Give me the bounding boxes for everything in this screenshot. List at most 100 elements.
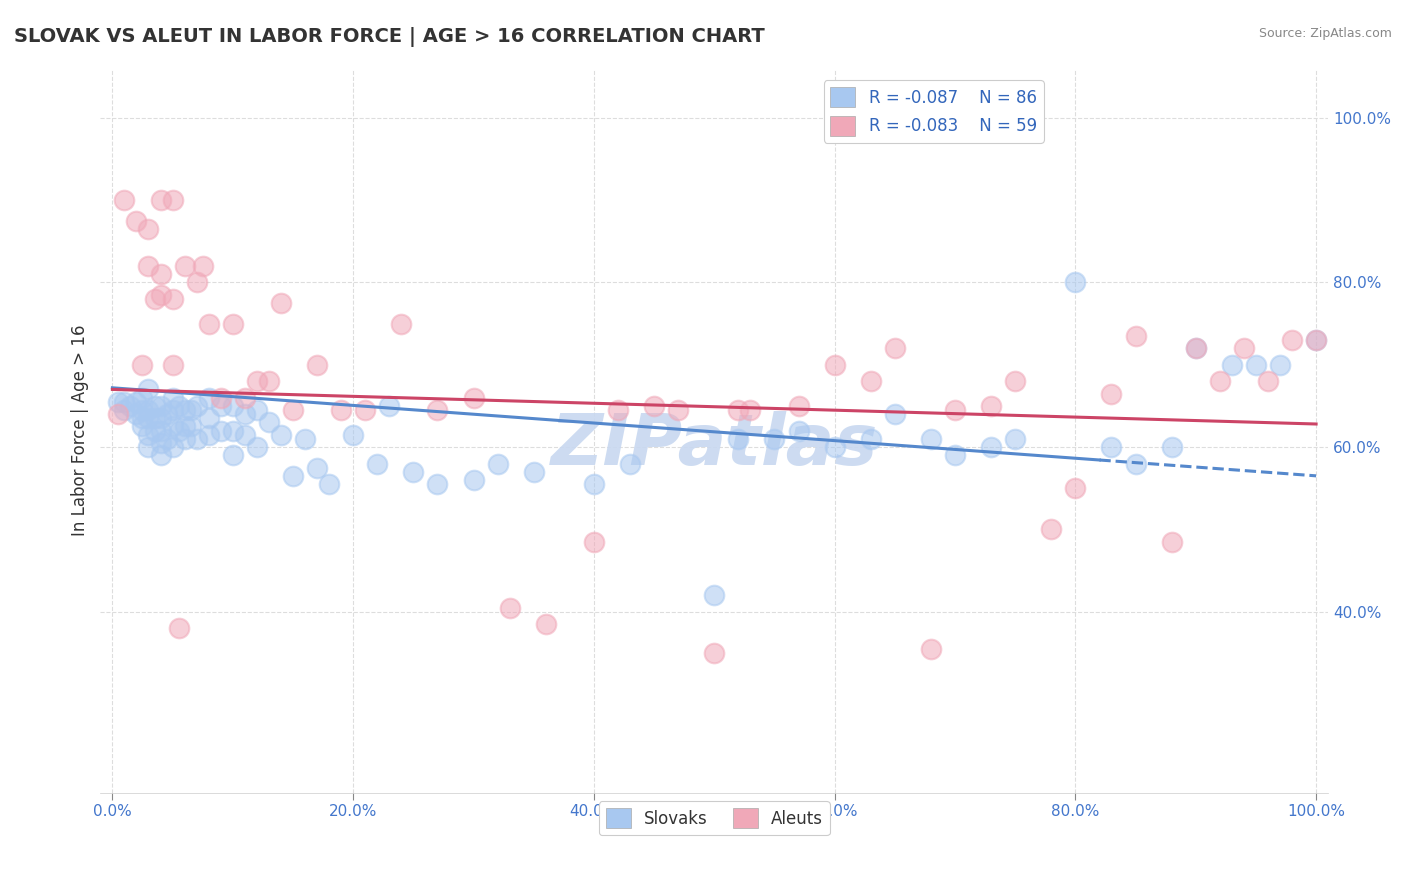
Point	[389, 317, 412, 331]
Point	[463, 473, 485, 487]
Point	[180, 403, 202, 417]
Point	[209, 424, 232, 438]
Point	[980, 440, 1002, 454]
Point	[1281, 333, 1303, 347]
Point	[186, 432, 208, 446]
Point	[149, 424, 172, 438]
Point	[162, 403, 184, 417]
Point	[209, 399, 232, 413]
Point	[1040, 522, 1063, 536]
Point	[138, 427, 160, 442]
Point	[1233, 341, 1256, 355]
Point	[197, 391, 219, 405]
Point	[162, 193, 184, 207]
Point	[131, 411, 153, 425]
Point	[112, 403, 135, 417]
Point	[366, 457, 388, 471]
Point	[257, 415, 280, 429]
Point	[294, 432, 316, 446]
Point	[787, 399, 810, 413]
Point	[666, 403, 689, 417]
Point	[222, 399, 245, 413]
Point	[883, 341, 905, 355]
Point	[943, 448, 966, 462]
Point	[1160, 440, 1182, 454]
Point	[167, 399, 190, 413]
Point	[498, 600, 520, 615]
Point	[222, 317, 245, 331]
Point	[426, 477, 449, 491]
Point	[173, 419, 195, 434]
Point	[131, 391, 153, 405]
Point	[318, 477, 340, 491]
Point	[143, 292, 166, 306]
Point	[920, 432, 942, 446]
Point	[305, 460, 328, 475]
Y-axis label: In Labor Force | Age > 16: In Labor Force | Age > 16	[72, 325, 89, 536]
Point	[131, 358, 153, 372]
Text: Source: ZipAtlas.com: Source: ZipAtlas.com	[1258, 27, 1392, 40]
Point	[180, 419, 202, 434]
Point	[138, 440, 160, 454]
Point	[138, 383, 160, 397]
Point	[523, 465, 546, 479]
Point	[173, 432, 195, 446]
Point	[920, 641, 942, 656]
Point	[582, 477, 605, 491]
Point	[643, 399, 665, 413]
Point	[1209, 374, 1232, 388]
Point	[120, 399, 142, 413]
Point	[824, 440, 846, 454]
Point	[143, 399, 166, 413]
Point	[222, 424, 245, 438]
Point	[173, 403, 195, 417]
Point	[402, 465, 425, 479]
Point	[330, 403, 353, 417]
Point	[138, 403, 160, 417]
Point	[149, 399, 172, 413]
Point	[270, 427, 292, 442]
Point	[246, 374, 269, 388]
Point	[197, 411, 219, 425]
Point	[1125, 329, 1147, 343]
Point	[1184, 341, 1206, 355]
Point	[149, 436, 172, 450]
Point	[222, 448, 245, 462]
Point	[186, 276, 208, 290]
Point	[943, 403, 966, 417]
Point	[463, 391, 485, 405]
Point	[125, 213, 148, 227]
Point	[1064, 481, 1087, 495]
Point	[607, 403, 630, 417]
Point	[1101, 440, 1123, 454]
Point	[740, 403, 762, 417]
Point	[619, 457, 641, 471]
Point	[824, 358, 846, 372]
Point	[107, 394, 129, 409]
Point	[426, 403, 449, 417]
Point	[209, 391, 232, 405]
Point	[281, 403, 304, 417]
Point	[131, 419, 153, 434]
Point	[1184, 341, 1206, 355]
Point	[162, 358, 184, 372]
Point	[246, 403, 269, 417]
Point	[787, 424, 810, 438]
Text: ZIPatlas: ZIPatlas	[551, 410, 877, 480]
Point	[246, 440, 269, 454]
Point	[859, 432, 882, 446]
Point	[162, 292, 184, 306]
Point	[281, 468, 304, 483]
Point	[1220, 358, 1243, 372]
Point	[149, 288, 172, 302]
Point	[167, 621, 190, 635]
Point	[1160, 534, 1182, 549]
Point	[138, 259, 160, 273]
Point	[703, 646, 725, 660]
Point	[131, 403, 153, 417]
Point	[486, 457, 509, 471]
Point	[167, 424, 190, 438]
Point	[173, 259, 195, 273]
Point	[257, 374, 280, 388]
Point	[883, 407, 905, 421]
